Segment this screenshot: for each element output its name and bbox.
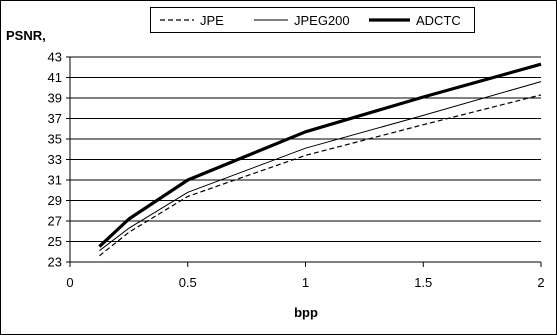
y-tick-label-27: 27 — [48, 214, 62, 229]
legend: JPE JPEG200 ADCTC — [160, 13, 461, 28]
y-tick-label-25: 25 — [48, 234, 62, 249]
legend-label-jpeg200: JPEG200 — [294, 13, 350, 28]
series-lines — [98, 62, 542, 257]
x-tick-label-2: 2 — [537, 275, 544, 290]
x-tick-label-0.5: 0.5 — [179, 275, 197, 290]
legend-label-jpe: JPE — [200, 13, 224, 28]
y-tick-label-29: 29 — [48, 193, 62, 208]
x-tick-label-1: 1 — [302, 275, 309, 290]
series-line-adctc — [98, 62, 542, 248]
y-tick-label-23: 23 — [48, 255, 62, 270]
y-tick-label-41: 41 — [48, 70, 62, 85]
x-tick-labels: 0 0.5 1 1.5 2 — [66, 275, 544, 290]
x-tick-label-0: 0 — [66, 275, 73, 290]
y-tick-label-43: 43 — [48, 50, 62, 65]
y-tick-label-35: 35 — [48, 132, 62, 147]
axes — [66, 56, 542, 267]
legend-box — [150, 7, 475, 33]
y-tick-label-31: 31 — [48, 173, 62, 188]
x-tick-label-1.5: 1.5 — [414, 275, 432, 290]
y-tick-label-33: 33 — [48, 152, 62, 167]
x-axis-title: bpp — [294, 305, 318, 320]
series-line-jpeg200 — [99, 81, 542, 252]
y-axis-title: PSNR, — [6, 28, 46, 43]
y-tick-label-39: 39 — [48, 91, 62, 106]
legend-label-adctc: ADCTC — [416, 13, 461, 28]
series-line-jpe — [99, 94, 542, 257]
y-tick-labels: 23 25 27 29 31 33 35 37 39 41 43 — [48, 50, 62, 270]
gridlines — [70, 56, 541, 263]
y-tick-label-37: 37 — [48, 111, 62, 126]
